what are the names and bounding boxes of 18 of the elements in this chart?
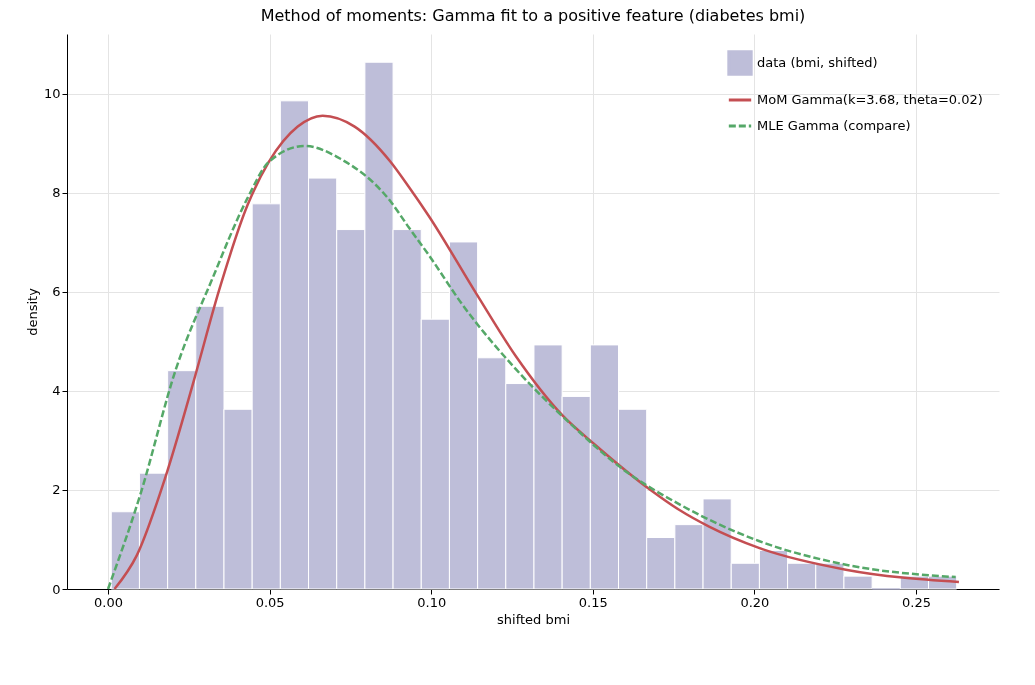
x-axis-title: shifted bmi — [497, 611, 570, 627]
y-tick-label: 8 — [52, 185, 61, 201]
y-tick-label: 2 — [52, 482, 61, 498]
x-tick-label: 0.15 — [578, 594, 608, 610]
y-tick-label: 4 — [52, 383, 61, 399]
x-tick-label: 0.20 — [740, 594, 770, 610]
x-tick-label: 0.10 — [417, 594, 447, 610]
x-tick-label: 0.00 — [94, 594, 124, 610]
legend-label: data (bmi, shifted) — [757, 55, 878, 70]
legend-label: MoM Gamma(k=3.68, theta=0.02) — [757, 92, 983, 107]
legend-label: MLE Gamma (compare) — [757, 118, 911, 133]
y-tick-label: 0 — [52, 581, 61, 597]
x-tick-label: 0.05 — [255, 594, 285, 610]
chart-title: Method of moments: Gamma fit to a positive feature (diabetes bmi) — [260, 6, 806, 25]
y-tick-label: 6 — [52, 284, 61, 300]
y-tick-label: 10 — [43, 86, 61, 102]
x-tick-label: 0.25 — [901, 594, 931, 610]
y-axis-title: density — [24, 287, 40, 336]
